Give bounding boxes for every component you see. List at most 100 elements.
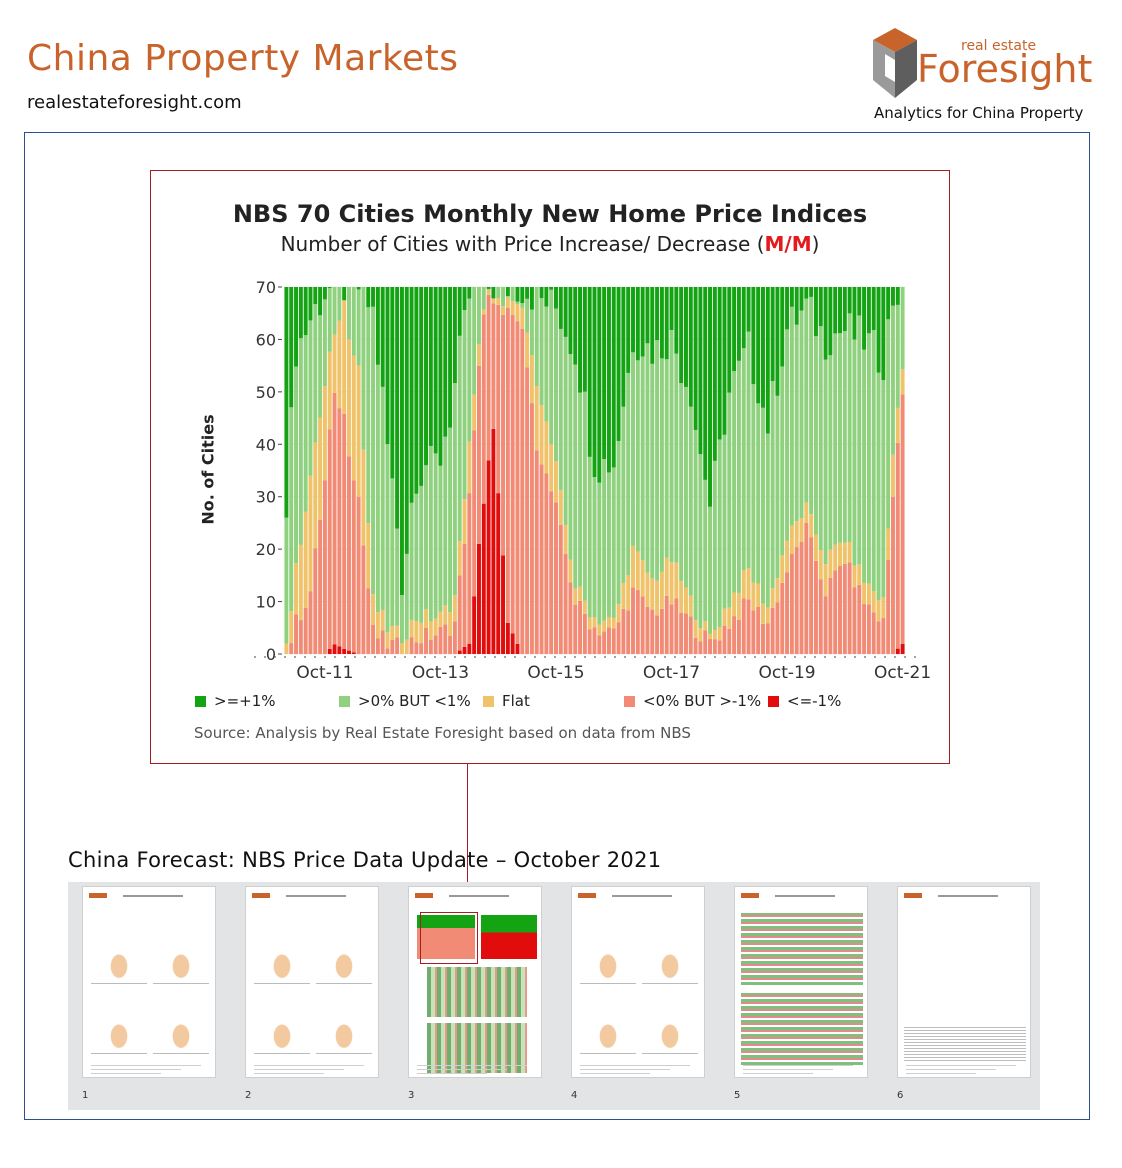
- bar-segment-down: [592, 627, 597, 654]
- page-number: 6: [897, 1090, 904, 1101]
- bar-segment-up-strong: [409, 287, 414, 503]
- y-tick-label: 40: [256, 435, 276, 454]
- bar-segment-up-small: [481, 287, 486, 310]
- bar-segment-up-small: [813, 336, 818, 535]
- bar-segment-up-strong: [818, 287, 823, 327]
- page-thumbnail[interactable]: [734, 886, 868, 1078]
- bar-segment-up-strong: [804, 287, 809, 299]
- bar-segment-down: [313, 548, 318, 654]
- bar-segment-up-small: [380, 386, 385, 610]
- axes: 70 60 50 40 30 20 10 0 Oct-11 Oct-13 Oct-15 Oct-17 O…: [254, 278, 931, 683]
- page-number: 1: [82, 1090, 89, 1101]
- bar-segment-up-strong: [886, 287, 891, 320]
- bar-segment-down: [602, 631, 607, 654]
- bar-segment-up-strong: [631, 287, 635, 353]
- bar-segment-flat: [332, 334, 337, 393]
- bar-segment-up-small: [347, 287, 351, 340]
- bar-segment-down: [881, 618, 886, 654]
- bar-segment-up-strong: [284, 287, 289, 518]
- bar-segment-down: [289, 643, 294, 654]
- bar-segment-down: [380, 630, 385, 654]
- x-tick-label: Oct-13: [412, 663, 469, 683]
- bar-segment-up-small: [785, 329, 790, 541]
- bar-segment-up-strong: [838, 287, 842, 334]
- thumbnail-header: [123, 895, 183, 897]
- bar-segment-flat: [308, 475, 313, 592]
- bar-segment-down: [294, 614, 299, 654]
- bar-segment-down: [775, 602, 780, 654]
- y-tick-label: 30: [256, 488, 276, 507]
- bar-segment-down: [510, 314, 515, 634]
- thumbnail-chart: [642, 997, 698, 1054]
- bar-segment-flat: [342, 300, 347, 414]
- thumbnail-chart: [316, 927, 372, 984]
- page-thumbnail[interactable]: [571, 886, 705, 1078]
- page-thumbnail[interactable]: [245, 886, 379, 1078]
- bar-segment-up-strong: [303, 287, 308, 336]
- legend-item-down-small: <0% BUT >-1%: [624, 692, 761, 710]
- bar-segment-flat: [674, 562, 679, 599]
- bar-segment-flat: [419, 622, 424, 644]
- bar-segment-up-strong: [785, 287, 790, 330]
- bar-segment-up-small: [298, 338, 303, 545]
- thumbnail-chart: [153, 997, 209, 1054]
- x-tick-label: Oct-21: [874, 663, 931, 683]
- bar-segment-up-small: [712, 460, 717, 630]
- bar-segment-up-small: [592, 477, 597, 618]
- bar-segment-flat: [428, 621, 433, 640]
- bar-segment-down: [799, 542, 804, 654]
- bar-segment-up-strong: [741, 287, 746, 349]
- bar-segment-flat: [534, 386, 539, 451]
- bar-segment-up-strong: [520, 287, 525, 304]
- site-url[interactable]: realestateforesight.com: [27, 92, 242, 113]
- bar-segment-up-small: [659, 358, 664, 572]
- page-thumbnail[interactable]: [82, 886, 216, 1078]
- bar-segment-flat: [645, 572, 650, 607]
- bar-segment-down: [727, 628, 732, 654]
- bar-segment-down: [703, 630, 708, 654]
- bar-segment-down: [664, 595, 669, 654]
- bar-segment-up-strong: [717, 287, 722, 440]
- bar-segment-up-strong: [669, 287, 674, 331]
- bar-segment-flat: [847, 541, 852, 563]
- bar-segment-up-small: [308, 320, 313, 476]
- bar-segment-up-strong: [448, 287, 453, 428]
- bar-segment-down: [347, 456, 351, 651]
- bar-segment-up-strong: [525, 287, 530, 299]
- bar-segment-up-small: [866, 333, 871, 584]
- bar-segment-down: [361, 545, 366, 654]
- bar-segment-up-strong: [322, 287, 327, 300]
- bar-segment-flat: [866, 583, 871, 605]
- bar-segment-flat: [457, 541, 462, 576]
- bar-segment-down: [544, 473, 549, 654]
- chart-source: Source: Analysis by Real Estate Foresigh…: [194, 724, 691, 742]
- bar-segment-up-strong: [298, 287, 303, 339]
- bar-segment-up-small: [496, 287, 501, 299]
- bar-segment-flat: [337, 320, 342, 409]
- bar-segment-up-strong: [876, 287, 881, 373]
- bar-segment-up-small: [650, 363, 655, 579]
- thumbnail-text-line: [906, 1069, 996, 1070]
- thumbnail-text-line: [743, 1065, 853, 1066]
- bar-segment-flat: [770, 588, 775, 608]
- bar-segment-down: [746, 599, 751, 654]
- bar-segment-flat: [510, 301, 515, 315]
- bar-segment-up-strong: [592, 287, 597, 478]
- bar-segment-down: [616, 622, 621, 654]
- bar-segment-flat: [529, 355, 534, 404]
- site-title: China Property Markets: [27, 38, 459, 79]
- bar-segment-up-small: [385, 444, 390, 633]
- bar-segment-up-strong: [529, 287, 534, 310]
- bar-segment-up-strong: [375, 287, 380, 365]
- bar-segment-up-small: [857, 315, 862, 565]
- bar-segment-flat: [664, 557, 669, 596]
- page-thumbnail[interactable]: [897, 886, 1031, 1078]
- bar-segment-up-small: [371, 306, 376, 595]
- bar-segment-flat: [375, 612, 380, 639]
- bar-segment-up-strong: [813, 287, 818, 337]
- page-thumbnail[interactable]: [408, 886, 542, 1078]
- thumbnail-chart: [254, 997, 310, 1054]
- thumbnail-logo: [415, 893, 433, 898]
- bar-segment-flat: [404, 639, 409, 654]
- bar-segment-down: [828, 577, 833, 654]
